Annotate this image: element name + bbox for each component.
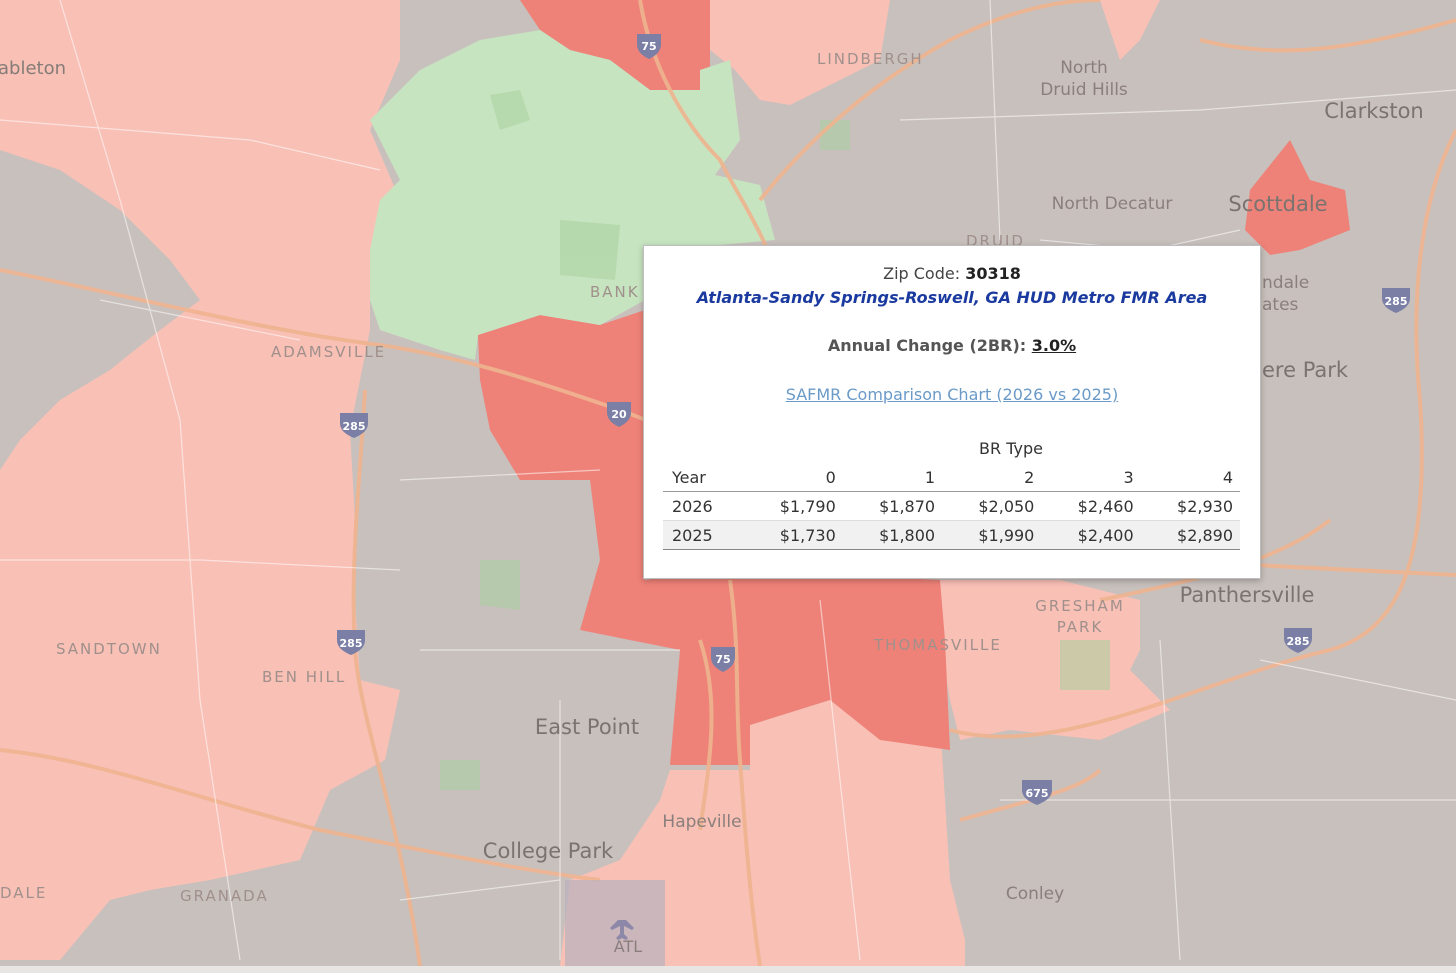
cell-year: 2026 bbox=[663, 491, 744, 521]
place-labels: ableton LINDBERGH North Druid Hills Clar… bbox=[0, 50, 1424, 956]
svg-text:75: 75 bbox=[641, 40, 656, 53]
map-bottom-edge bbox=[0, 966, 1456, 973]
zip-region-scottdale[interactable] bbox=[1245, 140, 1350, 255]
table-header-row: Year 0 1 2 3 4 bbox=[663, 464, 1240, 492]
zip-value: 30318 bbox=[965, 264, 1021, 283]
label-gresham-2: PARK bbox=[1057, 618, 1104, 636]
zip-label: Zip Code: bbox=[883, 264, 961, 283]
svg-text:285: 285 bbox=[1287, 635, 1310, 648]
cell-year: 2025 bbox=[663, 520, 744, 550]
table-row: 2026 $1,790 $1,870 $2,050 $2,460 $2,930 bbox=[663, 491, 1240, 521]
cell-3br: $2,460 bbox=[1041, 491, 1141, 521]
label-hapeville: Hapeville bbox=[662, 812, 741, 832]
cell-3br: $2,400 bbox=[1041, 520, 1141, 550]
svg-text:675: 675 bbox=[1026, 787, 1049, 800]
annual-change-value: 3.0% bbox=[1031, 336, 1077, 355]
label-north-druid-hills-1: North bbox=[1060, 58, 1108, 78]
br-type-header: BR Type bbox=[979, 439, 1043, 458]
cell-0br: $1,790 bbox=[743, 491, 843, 521]
cell-0br: $1,730 bbox=[743, 520, 843, 550]
cell-2br: $2,050 bbox=[942, 491, 1042, 521]
cell-1br: $1,870 bbox=[842, 491, 943, 521]
label-granada: GRANADA bbox=[180, 887, 269, 905]
col-header-0br: 0 bbox=[743, 464, 843, 492]
cell-4br: $2,930 bbox=[1140, 491, 1240, 521]
shield-i20: 20 bbox=[607, 402, 631, 427]
zip-region-southwest-gray bbox=[0, 150, 200, 470]
label-thomasville: THOMASVILLE bbox=[873, 636, 1002, 654]
zip-region-northeast-1[interactable] bbox=[710, 0, 890, 105]
col-header-1br: 1 bbox=[842, 464, 943, 492]
col-header-4br: 4 bbox=[1140, 464, 1240, 492]
table-row: 2025 $1,730 $1,800 $1,990 $2,400 $2,890 bbox=[663, 520, 1240, 550]
label-north-druid-hills-2: Druid Hills bbox=[1040, 80, 1128, 100]
label-belvedere-park: ere Park bbox=[1262, 358, 1349, 382]
label-ben-hill: BEN HILL bbox=[262, 668, 346, 686]
label-atl: ATL bbox=[614, 937, 642, 956]
label-lindbergh: LINDBERGH bbox=[817, 50, 924, 68]
zip-region-gresham[interactable] bbox=[940, 580, 1170, 740]
svg-text:285: 285 bbox=[343, 420, 366, 433]
label-sandtown: SANDTOWN bbox=[56, 640, 162, 658]
shield-i285-east-2: 285 bbox=[1284, 628, 1312, 653]
cell-4br: $2,890 bbox=[1140, 520, 1240, 550]
cell-2br: $1,990 bbox=[942, 520, 1042, 550]
shield-i285-west-2: 285 bbox=[337, 630, 365, 655]
zip-region-north-dark[interactable] bbox=[520, 0, 710, 90]
shield-i75-top: 75 bbox=[637, 34, 661, 59]
svg-text:75: 75 bbox=[715, 653, 730, 666]
shield-i285-east-1: 285 bbox=[1382, 288, 1410, 313]
zip-region-30318-selected[interactable] bbox=[370, 30, 775, 360]
safmr-table: Year 0 1 2 3 4 2026 $1,790 $1,870 $2,050… bbox=[663, 464, 1240, 550]
label-bank: BANK bbox=[590, 283, 640, 301]
shield-i75-mid: 75 bbox=[711, 647, 735, 672]
label-scottdale: Scottdale bbox=[1228, 192, 1327, 216]
shield-i285-west-1: 285 bbox=[340, 413, 368, 438]
tooltip-zip-line: Zip Code: 30318 bbox=[644, 264, 1260, 283]
airport-icon bbox=[610, 920, 634, 940]
label-college-park: College Park bbox=[483, 839, 614, 863]
label-dale: DALE bbox=[0, 884, 47, 902]
fmr-area-name: Atlanta-Sandy Springs-Roswell, GA HUD Me… bbox=[696, 288, 1208, 307]
svg-text:285: 285 bbox=[340, 637, 363, 650]
label-north-decatur: North Decatur bbox=[1052, 194, 1173, 214]
col-header-year: Year bbox=[663, 464, 744, 492]
annual-change-line: Annual Change (2BR): 3.0% bbox=[644, 336, 1260, 355]
label-mableton: ableton bbox=[0, 58, 66, 79]
annual-change-label: Annual Change (2BR): bbox=[827, 336, 1027, 355]
svg-text:20: 20 bbox=[611, 408, 627, 421]
label-indale-2: ates bbox=[1262, 295, 1299, 315]
col-header-3br: 3 bbox=[1041, 464, 1141, 492]
label-adamsville: ADAMSVILLE bbox=[271, 343, 386, 361]
zip-region-central-dark[interactable] bbox=[478, 310, 950, 765]
label-panthersville: Panthersville bbox=[1180, 583, 1315, 607]
label-gresham-1: GRESHAM bbox=[1035, 597, 1125, 615]
label-conley: Conley bbox=[1006, 884, 1064, 904]
label-east-point: East Point bbox=[535, 715, 639, 739]
safmr-comparison-link[interactable]: SAFMR Comparison Chart (2026 vs 2025) bbox=[785, 385, 1119, 404]
zip-region-northeast-2[interactable] bbox=[1100, 0, 1160, 60]
airport-area bbox=[565, 880, 665, 966]
label-clarkston: Clarkston bbox=[1324, 99, 1424, 123]
svg-text:285: 285 bbox=[1385, 295, 1408, 308]
col-header-2br: 2 bbox=[942, 464, 1042, 492]
shield-i675: 675 bbox=[1022, 780, 1052, 805]
cell-1br: $1,800 bbox=[842, 520, 943, 550]
label-indale-1: ndale bbox=[1262, 273, 1309, 293]
zip-tooltip: Zip Code: 30318 Atlanta-Sandy Springs-Ro… bbox=[643, 245, 1261, 579]
